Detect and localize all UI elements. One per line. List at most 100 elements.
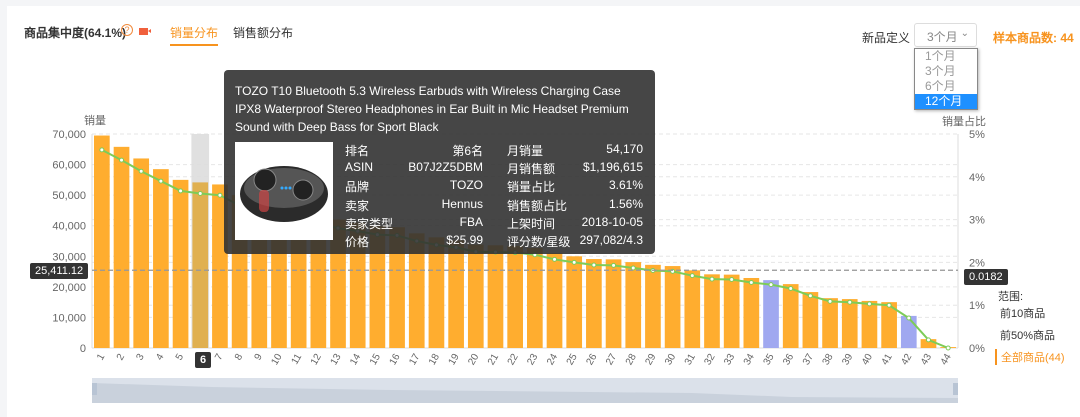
- tooltip-row: 销售额占比 1.56%: [507, 197, 643, 214]
- x-tick-label: 28: [624, 352, 639, 368]
- share-point-27: [611, 262, 617, 268]
- share-point-5: [178, 188, 184, 194]
- legend-top50[interactable]: 前50%商品: [1000, 330, 1056, 342]
- bar-5: [172, 179, 189, 348]
- y-tick-label: 30,000: [52, 251, 86, 263]
- share-point-4: [158, 178, 164, 184]
- bar-4: [153, 169, 169, 348]
- bar-36: [782, 284, 799, 348]
- share-point-1: [99, 147, 105, 153]
- y2-axis-title: 销量占比: [942, 116, 986, 128]
- x-tick-label: 1: [95, 352, 108, 363]
- x-tick-label: 36: [781, 352, 796, 368]
- share-point-38: [827, 298, 833, 304]
- y2-tick-label: 1%: [969, 300, 985, 312]
- share-point-32: [709, 276, 715, 282]
- option-6-month[interactable]: 6个月: [925, 79, 956, 93]
- legend-all[interactable]: 全部商品(44): [995, 349, 1065, 365]
- tooltip-value: $25.99: [446, 233, 483, 247]
- share-point-28: [630, 265, 636, 271]
- new-product-label: 新品定义: [862, 31, 911, 45]
- average-share-label: 0.0182: [964, 269, 1008, 285]
- tooltip-key: 排名: [345, 144, 370, 158]
- bar-26: [586, 259, 602, 348]
- slider-handle-left[interactable]: [92, 383, 97, 395]
- x-tick-label: 31: [683, 352, 698, 368]
- x-tick-label: 38: [821, 352, 836, 368]
- bar-28: [625, 262, 642, 348]
- y-axis-title: 销量: [84, 115, 106, 127]
- tooltip-value: TOZO: [449, 178, 483, 193]
- tooltip-value: 3.61%: [608, 178, 643, 193]
- share-point-26: [591, 262, 597, 268]
- x-tick-label: 8: [233, 352, 246, 363]
- x-tick-label: 27: [604, 352, 619, 368]
- option-12-month[interactable]: 12个月: [915, 94, 977, 109]
- y2-tick-label: 4%: [969, 172, 985, 184]
- bar-39: [841, 299, 858, 348]
- share-point-44: [945, 345, 951, 351]
- highlighted-category-label: 6: [195, 352, 212, 368]
- video-icon[interactable]: [139, 28, 151, 35]
- y-tick-label: 0: [80, 343, 86, 355]
- tooltip-key: ASIN: [345, 160, 374, 175]
- tooltip-row: 销量占比 3.61%: [507, 178, 643, 195]
- average-line-label: 25,411.12: [30, 263, 89, 279]
- tooltip-row: 品牌 TOZO: [345, 178, 483, 195]
- slider-handle-right[interactable]: [953, 383, 958, 395]
- x-tick-label: 21: [486, 352, 501, 368]
- tab-sales-amount[interactable]: 销售额分布: [233, 26, 294, 40]
- bar-6: [192, 182, 209, 348]
- x-tick-label: 11: [290, 352, 305, 367]
- x-tick-label: 19: [447, 352, 462, 368]
- bar-33: [723, 274, 740, 348]
- product-tooltip: TOZO T10 Bluetooth 5.3 Wireless Earbuds …: [224, 70, 655, 254]
- x-tick-label: 22: [506, 352, 521, 368]
- bar-24: [546, 253, 563, 348]
- option-1-month[interactable]: 1个月: [925, 49, 956, 63]
- bar-1: [94, 135, 110, 348]
- x-tick-label: 33: [722, 352, 737, 368]
- bar-20: [467, 244, 484, 348]
- tooltip-row: 评分数/星级 297,082/4.3: [507, 233, 643, 250]
- bar-22: [507, 245, 523, 348]
- x-tick-label: 20: [466, 352, 481, 368]
- data-zoom-slider[interactable]: [92, 378, 958, 406]
- x-tick-label: 29: [643, 352, 658, 368]
- share-point-40: [866, 301, 872, 307]
- share-point-31: [689, 273, 695, 279]
- tooltip-value: Hennus: [441, 196, 483, 211]
- tooltip-value: 1.56%: [608, 196, 643, 211]
- tooltip-key: 品牌: [345, 180, 370, 195]
- y2-tick-label: 3%: [969, 215, 985, 227]
- bar-7: [212, 184, 228, 348]
- tooltip-row: 排名 第6名: [345, 142, 483, 159]
- x-tick-label: 26: [584, 352, 599, 368]
- share-point-25: [571, 259, 577, 265]
- x-tick-label: 2: [115, 352, 128, 363]
- help-icon[interactable]: ?: [121, 24, 133, 36]
- share-point-33: [729, 277, 735, 283]
- x-tick-label: 15: [368, 352, 383, 368]
- share-point-37: [807, 293, 813, 299]
- y-tick-label: 40,000: [52, 221, 86, 233]
- bar-30: [664, 266, 681, 348]
- tooltip-key: 上架时间: [507, 216, 556, 231]
- tooltip-key: 卖家: [345, 198, 370, 213]
- x-tick-label: 42: [899, 352, 914, 368]
- tab-sales-volume[interactable]: 销量分布: [170, 24, 219, 46]
- bar-16: [389, 227, 405, 348]
- legend-top10[interactable]: 前10商品: [1000, 308, 1046, 320]
- option-3-month[interactable]: 3个月: [925, 64, 956, 78]
- tooltip-row: 卖家 Hennus: [345, 197, 483, 214]
- new-product-select[interactable]: 3个月 ⌄: [914, 23, 977, 47]
- bar-17: [408, 233, 425, 348]
- bar-34: [743, 277, 760, 348]
- share-point-39: [847, 299, 853, 305]
- concentration-title: 商品集中度(64.1%): [24, 26, 127, 40]
- bar-32: [704, 274, 720, 348]
- x-tick-label: 37: [801, 352, 816, 368]
- x-tick-label: 24: [545, 352, 560, 368]
- y-tick-label: 20,000: [52, 282, 86, 294]
- tooltip-value: 2018-10-05: [581, 214, 643, 229]
